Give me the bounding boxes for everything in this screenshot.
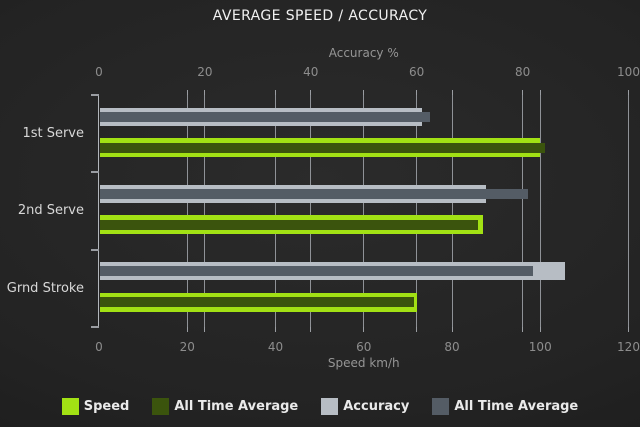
bar-accuracy-ata (99, 266, 534, 277)
category-axis-line (97, 95, 99, 327)
legend-label: Speed (83, 399, 130, 414)
top-tick-label: 100 (617, 65, 640, 79)
top-tick-label: 80 (514, 65, 531, 79)
category-boundary-tick (91, 248, 99, 251)
category-boundary-tick (91, 171, 99, 174)
top-tick-label: 40 (303, 65, 319, 79)
legend-swatch-icon (61, 398, 79, 415)
axis-tick-bottom (451, 327, 453, 332)
gridline-top-80 (522, 95, 524, 327)
axis-tick-bottom (186, 327, 188, 332)
top-tick-label: 0 (95, 65, 103, 79)
bottom-tick-label: 100 (528, 340, 552, 354)
gridline-bottom-40 (275, 95, 276, 327)
legend-swatch-icon (152, 398, 170, 415)
legend-label: Accuracy (343, 399, 410, 414)
bar-speed-ata (99, 219, 479, 230)
gridline-bottom-120 (628, 95, 629, 327)
top-tick-label: 20 (197, 65, 213, 79)
axis-tick-top (363, 90, 365, 95)
axis-tick-top (310, 90, 312, 95)
category-boundary-tick (91, 94, 99, 96)
axis-tick-top (204, 90, 206, 95)
bottom-tick-label: 40 (267, 340, 284, 354)
axis-tick-bottom (416, 327, 418, 332)
axis-tick-bottom (363, 327, 365, 332)
category-label: Grnd Stroke (6, 280, 84, 296)
legend-item: Speed (61, 398, 130, 415)
top-axis-title: Accuracy % (328, 46, 399, 60)
axis-tick-top (539, 90, 541, 95)
axis-tick-top (186, 90, 188, 95)
axis-tick-top (628, 90, 629, 95)
bar-accuracy-ata (99, 188, 528, 199)
legend-label: All Time Average (454, 399, 579, 414)
legend: Speed All Time Average Accuracy All Time Av… (0, 398, 640, 415)
axis-tick-bottom (204, 327, 206, 332)
category-label: 2nd Serve (17, 203, 84, 219)
gridline-bottom-60 (363, 95, 365, 327)
legend-swatch-icon (321, 398, 339, 415)
axis-tick-bottom (310, 327, 312, 332)
bottom-tick-label: 20 (179, 340, 195, 354)
bottom-tick-label: 0 (95, 340, 103, 354)
category-label: 1st Serve (22, 126, 84, 141)
legend-swatch-icon (432, 398, 450, 415)
legend-label: All Time Average (174, 399, 299, 414)
axis-tick-top (522, 90, 524, 95)
bar-speed-ata (99, 297, 415, 308)
legend-item: All Time Average (432, 398, 578, 415)
bar-accuracy-ata (99, 111, 430, 122)
gridline-bottom-100 (539, 95, 541, 327)
gridline-bottom-20 (186, 95, 188, 327)
axis-tick-bottom (522, 327, 524, 332)
gridline-top-40 (310, 95, 312, 327)
bottom-axis-title: Speed km/h (327, 356, 400, 370)
bar-speed-ata (99, 142, 545, 153)
legend-item: All Time Average (152, 398, 298, 415)
gridline-top-20 (204, 95, 206, 327)
bottom-tick-label: 120 (617, 340, 640, 354)
axis-tick-bottom (539, 327, 541, 332)
axis-tick-top (275, 90, 276, 95)
gridline-top-60 (416, 95, 418, 327)
axis-tick-top (416, 90, 418, 95)
category-boundary-tick (91, 326, 99, 328)
axis-tick-bottom (275, 327, 276, 332)
legend-item: Accuracy (321, 398, 409, 415)
bottom-tick-label: 60 (356, 340, 372, 354)
top-tick-label: 60 (409, 65, 425, 79)
axis-tick-top (451, 90, 453, 95)
chart-title: AVERAGE SPEED / ACCURACY (212, 8, 428, 24)
gridline-bottom-80 (451, 95, 453, 327)
axis-tick-bottom (628, 327, 629, 332)
bottom-tick-label: 80 (444, 340, 460, 354)
